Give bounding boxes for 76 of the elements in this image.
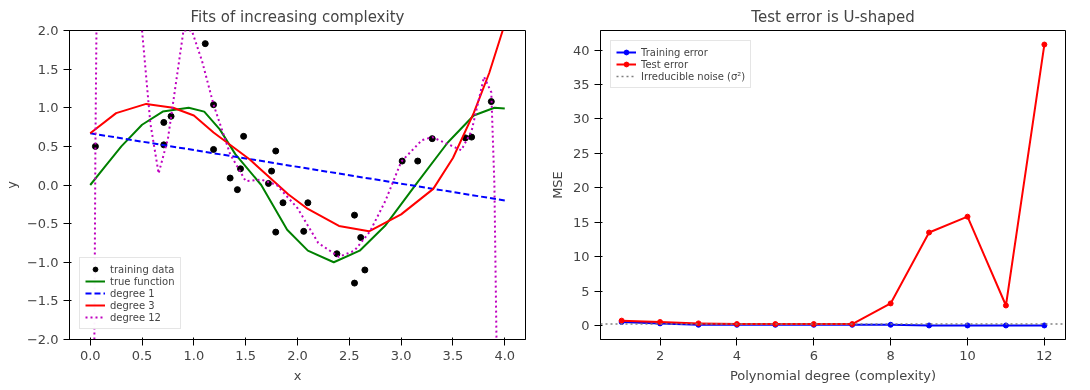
- point: [300, 227, 308, 235]
- point: [279, 199, 287, 207]
- y-tick-label: 5: [581, 283, 590, 299]
- y-tick-label: −2.0: [26, 332, 59, 347]
- point: [357, 234, 365, 242]
- point: [201, 40, 209, 48]
- y-axis-title: y: [3, 180, 19, 189]
- point: [887, 300, 894, 307]
- x-tick-label: 6: [809, 347, 818, 363]
- legend-label: degree 12: [110, 311, 161, 323]
- legend-label: Irreducible noise (σ²): [641, 70, 746, 82]
- y-tick-label: 20: [572, 180, 590, 196]
- point: [304, 199, 312, 207]
- legend-label: Test error: [641, 58, 689, 70]
- x-tick-label: 2.0: [287, 347, 308, 363]
- y-tick-label: −1.5: [26, 293, 59, 309]
- x-tick-label: 10: [959, 347, 976, 363]
- point: [233, 186, 241, 194]
- x-axis-title: Polynomial degree (complexity): [729, 367, 937, 383]
- y-tick-label: 40: [572, 42, 590, 58]
- y-tick-label: 10: [572, 249, 590, 265]
- legend-label: degree 1: [110, 287, 155, 299]
- point: [240, 132, 248, 140]
- y-tick-label: 2.0: [37, 23, 59, 38]
- y-axis-title: MSE: [549, 171, 565, 199]
- x-axis-title: x: [293, 367, 302, 383]
- chart-title: Test error is U-shaped: [750, 7, 915, 26]
- y-tick-label: 25: [572, 145, 590, 161]
- point: [272, 147, 280, 155]
- x-tick-label: 1.0: [183, 347, 205, 363]
- point: [210, 145, 218, 153]
- point: [1002, 302, 1009, 309]
- y-tick-label: 30: [572, 111, 590, 127]
- y-tick-label: 0.5: [37, 138, 59, 154]
- point: [926, 229, 933, 236]
- point: [414, 157, 422, 165]
- point: [272, 228, 280, 236]
- x-tick-label: 1.5: [235, 347, 257, 363]
- y-tick-label: −0.5: [26, 216, 59, 232]
- y-tick-label: 15: [572, 214, 590, 230]
- y-tick-label: 0: [581, 317, 590, 333]
- x-tick-label: 8: [886, 347, 895, 363]
- x-tick-label: 0.5: [131, 347, 153, 363]
- point: [268, 167, 276, 175]
- point: [361, 266, 369, 274]
- point: [964, 213, 971, 220]
- line-series: [89, 30, 504, 233]
- x-tick-label: 2: [655, 347, 665, 363]
- legend-label: training data: [110, 263, 175, 275]
- point: [468, 133, 476, 141]
- point: [351, 279, 358, 287]
- legend-label: Training error: [641, 46, 708, 58]
- y-tick-label: 1.5: [37, 61, 59, 77]
- chart-title: Fits of increasing complexity: [190, 7, 405, 26]
- y-tick-label: 1.0: [37, 100, 59, 116]
- legend-label: true function: [110, 275, 175, 287]
- point: [160, 118, 168, 126]
- point: [226, 174, 234, 182]
- point: [1041, 41, 1048, 48]
- x-tick-label: 4: [732, 347, 742, 363]
- x-tick-label: 4.0: [494, 347, 516, 363]
- point: [926, 322, 933, 329]
- x-tick-label: 2.5: [338, 347, 360, 363]
- legend-label: degree 3: [110, 299, 155, 311]
- point: [964, 322, 971, 329]
- x-tick-label: 0.0: [79, 347, 101, 363]
- x-tick-label: 3.5: [442, 347, 464, 363]
- y-tick-label: 0.0: [37, 177, 59, 193]
- point: [1002, 322, 1009, 329]
- y-tick-label: 35: [572, 76, 590, 92]
- y-tick-label: −1.0: [26, 254, 59, 270]
- point: [887, 321, 894, 328]
- point: [1041, 322, 1048, 329]
- x-tick-label: 3.0: [390, 347, 412, 363]
- point: [351, 211, 358, 219]
- x-tick-label: 12: [1036, 347, 1053, 363]
